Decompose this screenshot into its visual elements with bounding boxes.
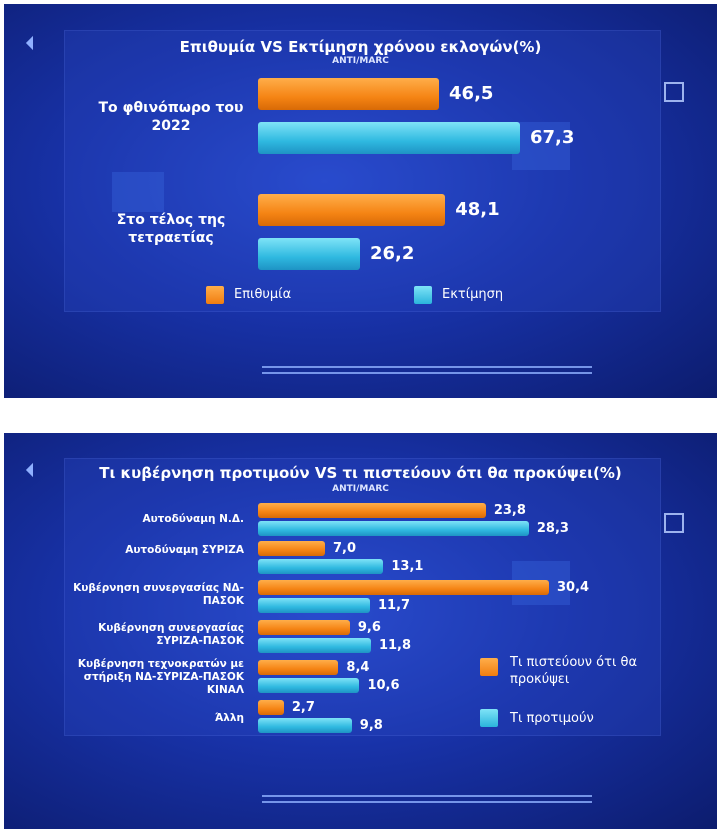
bar-pisteuoun (258, 580, 549, 595)
chart-source: ANTI/MARC (332, 484, 389, 494)
bar-pisteuoun (258, 503, 486, 518)
bar-protimoun (258, 638, 371, 653)
bar-epithymia (258, 78, 440, 110)
data-label: 8,4 (346, 660, 370, 675)
bar-protimoun (258, 598, 370, 613)
lines-decoration (262, 372, 592, 374)
chart-title: Επιθυμία VS Εκτίμηση χρόνου εκλογών(%) (179, 38, 542, 56)
data-label: 13,1 (391, 559, 424, 574)
data-label: 7,0 (333, 541, 357, 556)
data-label: 30,4 (557, 580, 590, 595)
category-label: Κυβέρνηση τεχνοκρατών με στήριξη ΝΔ-ΣΥΡΙ… (77, 658, 244, 697)
data-label: 2,7 (291, 700, 315, 715)
legend-swatch-pisteuoun (480, 658, 498, 676)
chart-source: ANTI/MARC (332, 56, 389, 66)
chart-area (64, 30, 661, 312)
data-label: 46,5 (449, 83, 494, 104)
legend-label-pisteuoun: Τι πιστεύουν ότι θα προκύψει (510, 655, 638, 687)
bar-ektimisi (258, 238, 360, 270)
chart-panel-1: Επιθυμία VS Εκτίμηση χρόνου εκλογών(%) A… (4, 4, 717, 398)
lines-decoration (262, 366, 592, 368)
category-label: Αυτοδύναμη ΣΥΡΙΖΑ (125, 544, 244, 556)
chart-panel-2: Τι κυβέρνηση προτιμούν VS τι πιστεύουν ό… (4, 433, 717, 829)
category-label: Στο τέλος της τετραετίας (116, 212, 226, 246)
data-label: 23,8 (493, 503, 526, 518)
category-label: Αυτοδύναμη Ν.Δ. (142, 513, 244, 525)
data-label: 28,3 (536, 521, 569, 536)
data-label: 10,6 (367, 678, 400, 693)
lines-decoration (262, 801, 592, 803)
legend-swatch-epithymia (206, 286, 224, 304)
block-decoration (112, 172, 164, 212)
data-label: 9,8 (359, 718, 383, 733)
bar-pisteuoun (258, 620, 350, 635)
bar-protimoun (258, 718, 352, 733)
category-label: Κυβέρνηση συνεργασίας ΣΥΡΙΖΑ-ΠΑΣΟΚ (98, 622, 244, 648)
bar-pisteuoun (258, 541, 325, 556)
data-label: 11,7 (377, 598, 411, 613)
data-label: 67,3 (530, 127, 575, 148)
category-label: Κυβέρνηση συνεργασίας ΝΔ-ΠΑΣΟΚ (73, 582, 244, 608)
data-label: 9,6 (357, 620, 381, 635)
bar-protimoun (258, 678, 360, 693)
lines-decoration (262, 795, 592, 797)
bar-pisteuoun (258, 660, 339, 675)
data-label: 11,8 (378, 638, 412, 653)
legend-label-epithymia: Επιθυμία (234, 287, 292, 302)
legend-swatch-ektimisi (414, 286, 432, 304)
bar-ektimisi (258, 122, 520, 154)
bar-pisteuoun (258, 700, 284, 715)
bar-protimoun (258, 559, 384, 574)
bar-protimoun (258, 521, 529, 536)
bar-epithymia (258, 194, 446, 226)
data-label: 26,2 (369, 243, 415, 264)
chart-title: Τι κυβέρνηση προτιμούν VS τι πιστεύουν ό… (99, 464, 622, 482)
category-label: Το φθινόπωρο του 2022 (98, 100, 244, 134)
legend-label-ektimisi: Εκτίμηση (442, 287, 504, 302)
square-outline-decoration (664, 513, 684, 533)
legend-swatch-protimoun (480, 709, 498, 727)
data-label: 48,1 (455, 199, 500, 220)
category-label: Άλλη (214, 712, 244, 724)
square-outline-decoration (664, 82, 684, 102)
legend-label-protimoun: Τι προτιμούν (510, 711, 594, 726)
block-decoration (512, 122, 570, 170)
